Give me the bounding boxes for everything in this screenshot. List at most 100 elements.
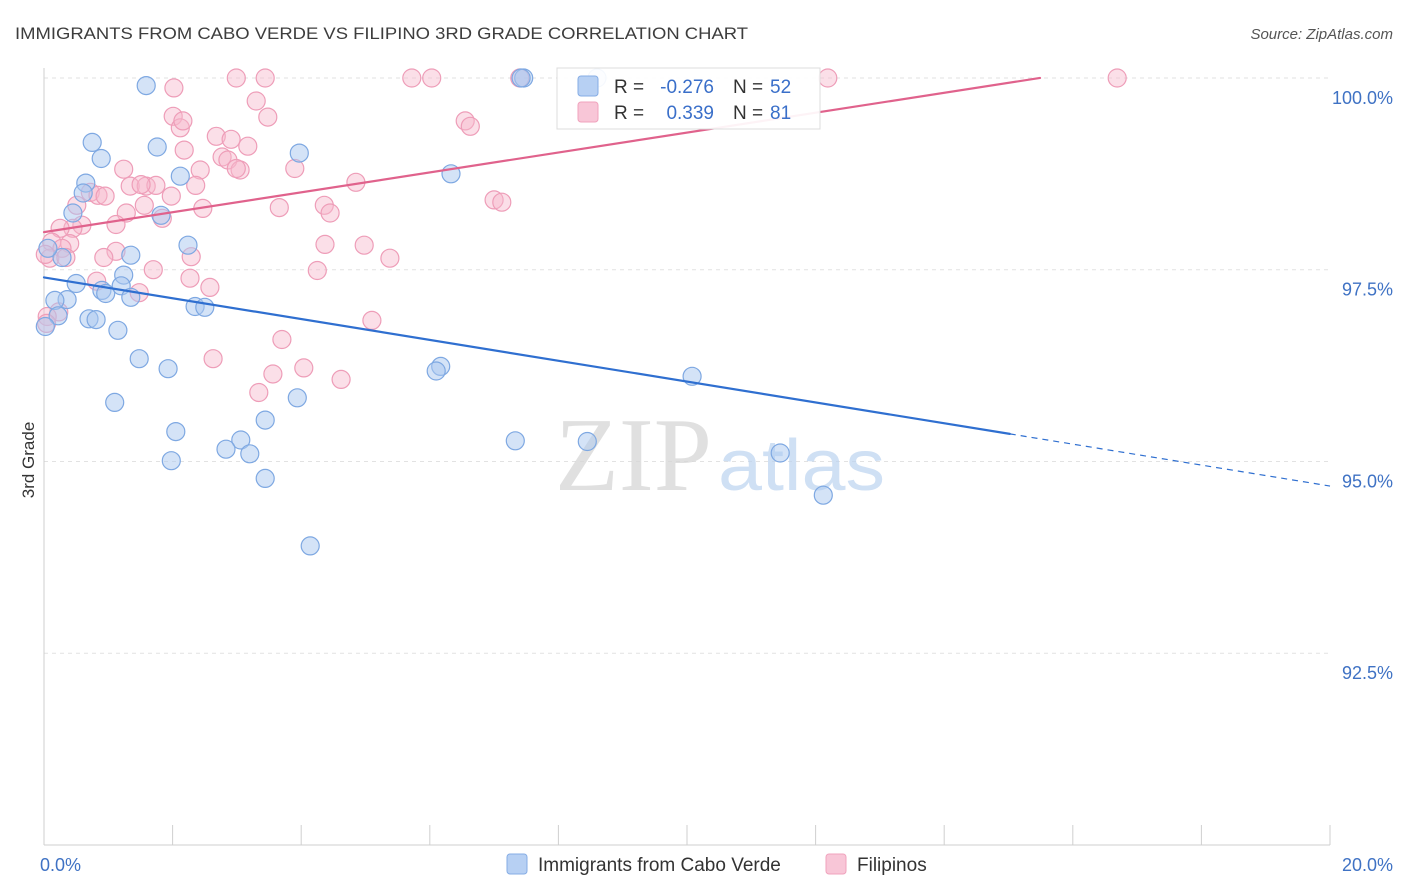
filipino-point [134, 195, 154, 215]
cabo-verde-point [216, 439, 236, 459]
cabo-verde-point [231, 430, 251, 450]
filipino-point [258, 107, 278, 127]
filipino-point [331, 369, 351, 389]
chart-source: Source: ZipAtlas.com [1250, 26, 1393, 43]
series-legend-label-cabo-verde: Immigrants from Cabo Verde [538, 855, 781, 876]
cabo-verde-point [91, 148, 111, 169]
filipino-point [146, 175, 166, 195]
filipino-point [212, 147, 232, 167]
chart-title: IMMIGRANTS FROM CABO VERDE VS FILIPINO 3… [15, 25, 748, 43]
trend-lines [42, 76, 1331, 487]
filipino-point [314, 195, 334, 215]
cabo-verde-point [426, 361, 446, 381]
filipino-point [95, 186, 115, 206]
filipino-point [263, 364, 283, 384]
legend-n-value-filipinos: 81 [770, 103, 791, 124]
cabo-verde-point [161, 451, 181, 471]
filipino-point [315, 234, 335, 254]
cabo-verde-point [86, 310, 106, 330]
cabo-verde-point [73, 183, 93, 203]
filipino-point [362, 310, 382, 330]
legend-r-label: R = [614, 77, 644, 98]
y-tick-label: 100.0% [1332, 88, 1393, 108]
cabo-verde-point [577, 431, 597, 452]
cabo-verde-trend-line-extension [1009, 433, 1331, 487]
filipino-point [460, 116, 480, 136]
cabo-verde-trend-line [42, 276, 1011, 435]
filipino-point [173, 111, 193, 131]
cabo-verde-point [170, 166, 190, 186]
cabo-verde-point [813, 485, 833, 505]
legend-r-value-cabo-verde: -0.276 [660, 77, 714, 98]
legend-n-label: N = [733, 103, 763, 124]
filipino-point [206, 126, 226, 146]
filipino-point [186, 175, 206, 195]
filipino-point [174, 140, 194, 160]
cabo-verde-point [129, 349, 149, 369]
y-tick-label: 95.0% [1342, 472, 1393, 492]
filipino-point [455, 111, 475, 131]
filipino-point [320, 203, 340, 223]
x-tick-marks [43, 825, 1331, 845]
filipino-point [307, 260, 327, 281]
cabo-verde-point [511, 68, 531, 88]
legend-swatch-cabo-verde [577, 75, 599, 97]
series-legend: Immigrants from Cabo Verde Filipinos [506, 853, 927, 876]
legend-n-label: N = [733, 77, 763, 98]
filipino-point [131, 175, 151, 195]
cabo-verde-point [48, 306, 68, 326]
filipino-point [255, 68, 275, 88]
filipino-point [226, 68, 246, 88]
cabo-verde-point [178, 235, 198, 255]
cabo-verde-point [287, 388, 307, 408]
cabo-verde-point [505, 431, 525, 451]
legend-n-value-cabo-verde: 52 [770, 77, 791, 98]
filipino-point [200, 277, 220, 297]
filipino-point [422, 68, 442, 88]
series-legend-swatch-cabo-verde [506, 853, 528, 875]
x-tick-label-max: 20.0% [1342, 855, 1393, 875]
cabo-verde-point [300, 536, 320, 556]
cabo-verde-point [195, 297, 215, 317]
cabo-verde-point [108, 320, 128, 340]
filipino-point [114, 159, 134, 179]
cabo-verde-point [147, 137, 167, 157]
filipino-point [238, 136, 258, 156]
stats-legend: R = -0.276 N = 52 R = 0.339 N = 81 [556, 67, 821, 130]
filipino-trend-line [42, 76, 1042, 234]
stats-legend-box [556, 67, 821, 130]
filipino-point [294, 358, 314, 378]
filipino-point [163, 106, 183, 126]
filipino-point [272, 329, 292, 350]
filipino-point [380, 248, 400, 268]
filipino-point [106, 214, 126, 235]
filipino-point [1107, 68, 1127, 88]
filipino-point [246, 91, 266, 111]
cabo-verde-point [82, 132, 102, 152]
legend-r-value-filipinos: 0.339 [666, 103, 714, 124]
filipino-point [180, 268, 200, 288]
filipino-point [94, 247, 114, 268]
filipino-point [164, 78, 184, 98]
cabo-verde-point [52, 247, 72, 268]
cabo-verde-point [158, 359, 178, 379]
filipino-point [221, 129, 241, 149]
data-points [35, 68, 1127, 556]
cabo-verde-point [255, 410, 275, 430]
cabo-verde-point [38, 238, 58, 258]
cabo-verde-point [289, 143, 309, 163]
cabo-verde-point [770, 443, 790, 463]
cabo-verde-point [105, 392, 125, 412]
filipino-point [226, 158, 246, 179]
cabo-verde-point [45, 290, 65, 310]
cabo-verde-point [255, 468, 275, 488]
watermark-zip: ZIP [555, 396, 712, 513]
series-legend-swatch-filipinos [825, 853, 847, 875]
filipino-point [402, 68, 422, 88]
filipino-point [143, 260, 163, 280]
cabo-verde-point [35, 316, 55, 337]
y-tick-label: 92.5% [1342, 663, 1393, 683]
filipino-point [190, 160, 210, 180]
cabo-verde-point [136, 75, 156, 96]
legend-swatch-filipinos [577, 101, 599, 123]
